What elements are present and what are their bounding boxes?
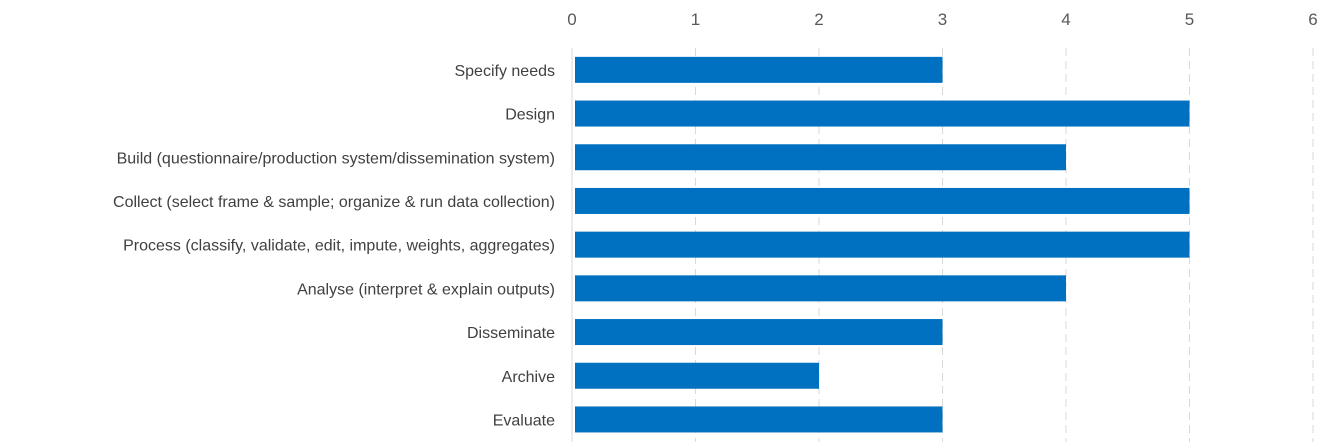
category-label: Process (classify, validate, edit, imput…	[123, 238, 555, 255]
category-label: Build (questionnaire/production system/d…	[117, 150, 555, 167]
bar	[575, 144, 1066, 171]
x-tick-label: 0	[567, 10, 576, 29]
x-tick-label: 1	[691, 10, 700, 29]
category-label: Evaluate	[493, 412, 555, 429]
category-label: Archive	[502, 369, 555, 386]
bar	[575, 406, 943, 433]
x-tick-label: 2	[814, 10, 823, 29]
x-axis-tick-labels: 0 1 2 3 4 5 6	[567, 10, 1317, 29]
category-label: Collect (select frame & sample; organize…	[113, 194, 555, 211]
bars	[575, 56, 1190, 433]
bar	[575, 231, 1190, 258]
x-tick-label: 5	[1185, 10, 1194, 29]
bar	[575, 362, 819, 389]
bar	[575, 275, 1066, 302]
category-label: Design	[505, 107, 555, 124]
x-tick-label: 6	[1308, 10, 1317, 29]
category-label: Analyse (interpret & explain outputs)	[297, 281, 555, 298]
category-labels: Specify needs Design Build (questionnaire/…	[113, 63, 555, 430]
category-label: Disseminate	[467, 325, 555, 342]
bar	[575, 319, 943, 346]
category-label: Specify needs	[454, 63, 555, 80]
bar	[575, 56, 943, 83]
bar	[575, 187, 1190, 214]
bar	[575, 100, 1190, 127]
x-tick-label: 3	[938, 10, 947, 29]
x-tick-label: 4	[1061, 10, 1070, 29]
